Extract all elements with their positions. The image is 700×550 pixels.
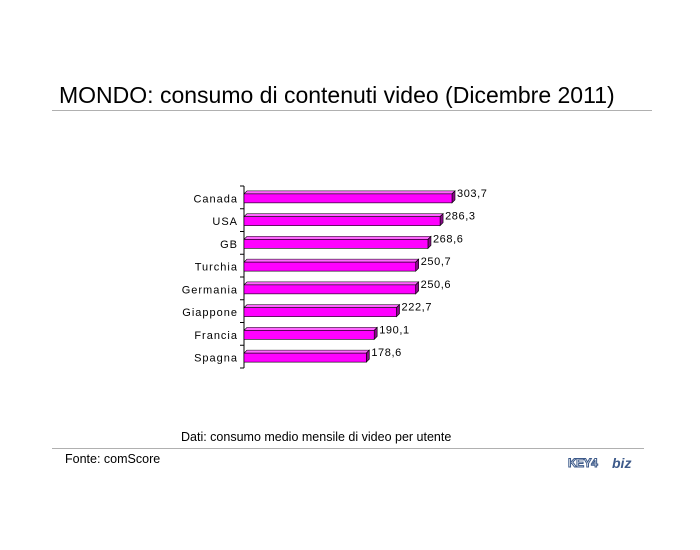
value-label: 303,7 — [457, 188, 488, 200]
logo-biz-text: biz — [612, 455, 631, 471]
bar-top-face — [243, 281, 420, 286]
bar-front-face — [243, 261, 417, 272]
bar-front-face — [243, 330, 375, 340]
category-label: Germania — [182, 284, 238, 296]
bar-top-face — [243, 190, 456, 195]
bar-top-face — [243, 213, 444, 217]
category-label: Spagna — [194, 353, 238, 365]
bar-front-face — [243, 307, 397, 317]
category-label: GB — [220, 239, 238, 251]
bar-spagna — [243, 349, 371, 363]
bar-turchia — [243, 258, 420, 272]
bar-francia — [243, 326, 378, 341]
category-label: Canada — [193, 193, 238, 205]
category-label: USA — [212, 216, 238, 228]
key4biz-logo: KEY4 biz — [568, 455, 632, 471]
category-label: Turchia — [195, 262, 238, 274]
value-label: 190,1 — [379, 324, 410, 336]
bar-giappone — [243, 303, 401, 318]
chart-note: Dati: consumo medio mensile di video per… — [181, 430, 452, 444]
bar-front-face — [243, 284, 416, 295]
bar-top-face — [243, 258, 420, 263]
chart-title: MONDO: consumo di contenuti video (Dicem… — [59, 82, 615, 108]
bar-canada — [243, 190, 456, 204]
title-divider — [52, 110, 652, 111]
value-label: 250,7 — [421, 256, 452, 268]
bar-top-face — [243, 236, 432, 240]
bar-top-face — [243, 304, 401, 308]
bar-germania — [243, 281, 420, 295]
bar-top-face — [243, 327, 378, 331]
bar-gb — [243, 235, 432, 250]
value-label: 286,3 — [445, 211, 476, 223]
bar-front-face — [243, 193, 453, 204]
value-label: 178,6 — [371, 347, 402, 359]
bar-front-face — [243, 352, 367, 363]
value-label: 222,7 — [402, 302, 433, 314]
bar-front-face — [243, 216, 441, 226]
source-credit: Fonte: comScore — [65, 452, 161, 466]
bar-top-face — [243, 349, 371, 354]
bar-usa — [243, 212, 444, 227]
value-label: 250,6 — [421, 279, 452, 291]
category-label: Giappone — [182, 307, 238, 319]
footer-divider — [52, 448, 644, 449]
logo-key-text: KEY4 — [568, 456, 598, 470]
category-label: Francia — [194, 330, 238, 342]
value-label: 268,6 — [433, 233, 464, 245]
bar-front-face — [243, 239, 429, 249]
